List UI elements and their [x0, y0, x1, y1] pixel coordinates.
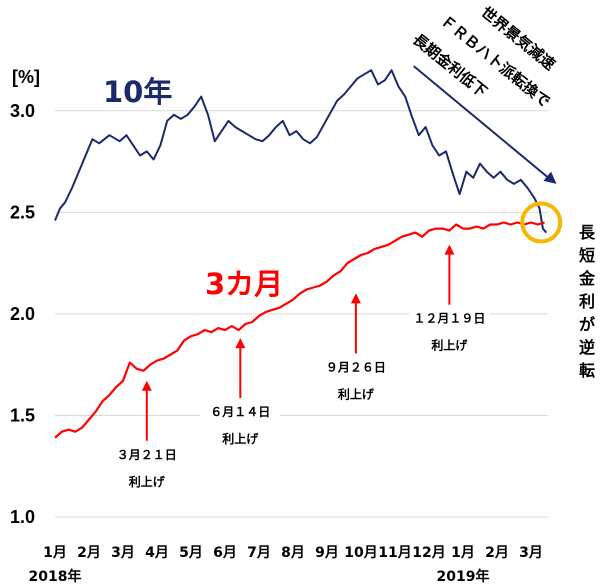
x-tick-label: 9月 [315, 545, 339, 561]
rate-hike-label: 利上げ [338, 386, 375, 401]
x-tick-label: 5月 [179, 545, 203, 561]
inversion-note-char: 短 [579, 246, 595, 265]
x-tick-label: 8月 [281, 545, 305, 561]
x-tick-label: 1月 [43, 545, 67, 561]
gridlines [55, 110, 548, 518]
y-tick-label: 2.0 [10, 304, 35, 324]
rate-hike-label: 利上げ [222, 431, 259, 446]
x-axis: 1月 2月 3月 4月 5月 6月 7月 8月 9月 10月 11月 12月 1月 2月 3月 2018年 20… [29, 545, 543, 585]
series-line-3m [54, 221, 545, 439]
x-tick-label: 7月 [247, 545, 271, 561]
rate-hike-date: ６月１４日 [210, 405, 270, 419]
rate-hike-arrow-head [444, 244, 455, 255]
rate-hike-label-bg [106, 443, 187, 464]
rate-hike-label: 利上げ [129, 474, 166, 489]
x-tick-label: 3月 [111, 545, 135, 561]
inversion-note-char: 転 [579, 361, 595, 380]
rate-hike-label: 利上げ [431, 338, 468, 353]
x-tick-label: 4月 [145, 545, 169, 561]
year-label: 2019年 [437, 568, 490, 585]
rate-hike-label-bg [409, 307, 490, 328]
y-tick-label: 1.5 [10, 405, 35, 425]
x-tick-label: 10月 [344, 545, 377, 561]
series-lines [54, 69, 548, 439]
rate-hike-date: ９月２６日 [326, 360, 386, 374]
rate-hike-arrow-head [350, 293, 361, 304]
inversion-note-char: 利 [579, 292, 595, 311]
y-tick-label: 1.0 [10, 507, 35, 527]
x-tick-label: 1月 [451, 545, 475, 561]
inversion-note-char: 金 [578, 269, 596, 288]
x-tick-label: 2月 [77, 545, 101, 561]
rate-hike-date: １２月１９日 [413, 312, 485, 326]
series-label-3m: 3カ月 [205, 267, 283, 301]
y-axis: [%] 1.0 1.5 2.0 2.5 3.0 [10, 67, 40, 527]
series-line-10y [54, 69, 548, 234]
rate-hike-label-bg [315, 356, 396, 377]
year-label: 2018年 [29, 568, 82, 585]
series-label-10y: 10年 [103, 75, 172, 109]
x-tick-label: 2月 [485, 545, 509, 561]
inversion-note-char: が [579, 315, 595, 334]
x-tick-label: 3月 [519, 545, 543, 561]
x-tick-label: 11月 [378, 545, 411, 561]
x-tick-label: 12月 [412, 545, 445, 561]
trend-arrow [413, 65, 550, 179]
rate-hike-label-bg [200, 401, 281, 422]
y-axis-unit: [%] [12, 67, 40, 87]
trend-arrow-head [543, 171, 557, 184]
y-tick-label: 2.5 [10, 202, 35, 222]
x-tick-label: 6月 [213, 545, 237, 561]
inversion-note-char: 長 [579, 223, 596, 242]
rate-hike-arrow-head [141, 380, 152, 391]
y-tick-label: 3.0 [10, 101, 35, 121]
rate-hike-arrow-head [235, 338, 246, 349]
rate-hike-date: ３月２１日 [117, 448, 177, 462]
trend-note: 世界景気減速 ＦＲＢハト派転換で 長期金利低下 [409, 3, 559, 111]
inversion-note-char: 逆 [579, 338, 595, 357]
inversion-circle [520, 201, 563, 244]
